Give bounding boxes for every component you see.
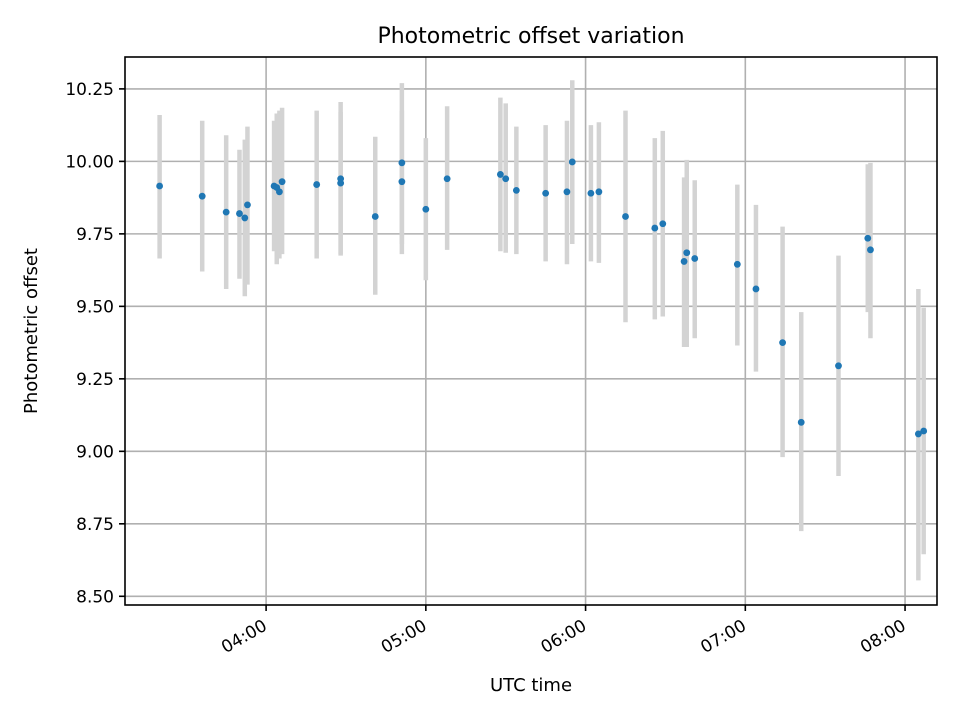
plot-frame bbox=[124, 56, 938, 606]
data-point bbox=[835, 362, 842, 370]
data-point bbox=[920, 427, 928, 435]
data-point bbox=[568, 158, 576, 166]
data-point bbox=[496, 171, 504, 178]
data-point bbox=[222, 208, 230, 216]
data-point bbox=[422, 205, 430, 213]
data-point bbox=[244, 201, 251, 209]
y-tick-label: 10.25 bbox=[65, 80, 114, 100]
data-point bbox=[542, 189, 550, 197]
error-bars bbox=[157, 80, 926, 581]
data-point bbox=[512, 186, 520, 194]
data-point bbox=[867, 246, 874, 254]
chart-title: Photometric offset variation bbox=[377, 24, 684, 49]
data-point bbox=[779, 339, 786, 346]
data-point bbox=[595, 188, 603, 196]
y-tick-label: 9.75 bbox=[76, 225, 114, 245]
data-point bbox=[622, 213, 629, 220]
data-point bbox=[797, 418, 805, 426]
data-point bbox=[651, 224, 659, 232]
y-tick-label: 9.00 bbox=[76, 442, 114, 462]
data-point bbox=[398, 178, 406, 186]
data-point bbox=[443, 175, 451, 183]
data-point bbox=[752, 285, 760, 293]
x-axis-label: UTC time bbox=[490, 675, 572, 696]
y-tick-label: 9.50 bbox=[76, 297, 114, 317]
x-tick-label: 08:00 bbox=[857, 616, 909, 658]
data-point bbox=[659, 220, 667, 228]
data-point bbox=[313, 181, 321, 188]
x-tick-label: 05:00 bbox=[378, 616, 430, 658]
data-point bbox=[691, 255, 699, 262]
data-point bbox=[236, 210, 243, 217]
x-tick-label: 06:00 bbox=[538, 616, 590, 658]
data-point bbox=[733, 260, 741, 268]
data-point bbox=[198, 192, 206, 200]
gridlines bbox=[125, 57, 937, 605]
data-point bbox=[914, 430, 922, 438]
data-point bbox=[680, 258, 688, 265]
data-point bbox=[156, 182, 164, 190]
data-points bbox=[156, 158, 928, 438]
data-point bbox=[587, 189, 595, 197]
data-point bbox=[864, 234, 872, 242]
data-point bbox=[278, 178, 286, 186]
x-tick-label: 07:00 bbox=[697, 616, 749, 658]
data-point bbox=[371, 213, 379, 220]
y-tick-label: 10.00 bbox=[65, 152, 114, 172]
y-tick-label: 8.75 bbox=[76, 515, 114, 535]
data-point bbox=[398, 159, 406, 167]
data-point bbox=[683, 249, 691, 257]
x-tick-label: 04:00 bbox=[218, 616, 270, 658]
data-point bbox=[337, 175, 345, 183]
y-tick-label: 9.25 bbox=[76, 370, 114, 390]
y-tick-label: 8.50 bbox=[76, 587, 114, 607]
data-point bbox=[241, 214, 249, 222]
y-axis-label: Photometric offset bbox=[21, 248, 42, 414]
data-point bbox=[276, 188, 283, 196]
data-point bbox=[563, 188, 571, 196]
data-point bbox=[502, 175, 510, 183]
